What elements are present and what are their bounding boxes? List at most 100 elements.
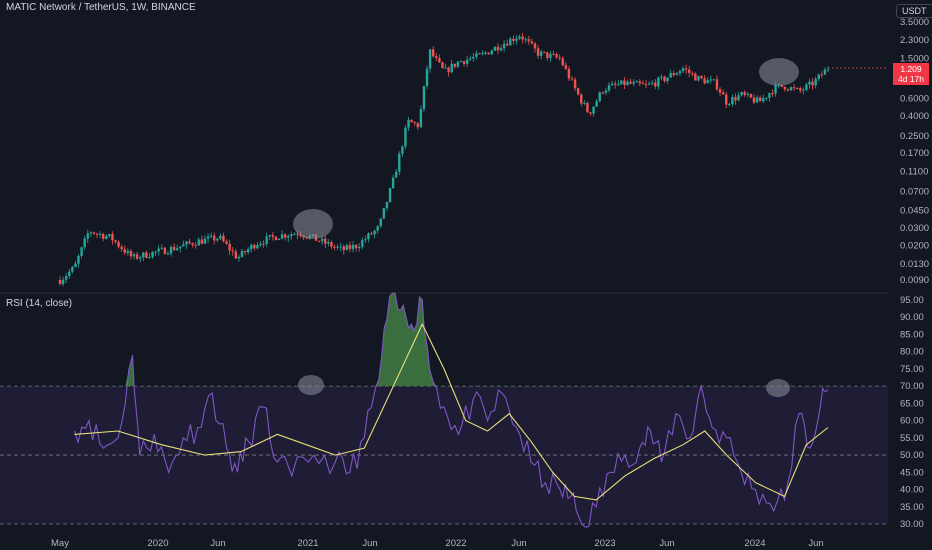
x-tick-label: 2020 bbox=[147, 538, 168, 549]
candle-body bbox=[820, 74, 824, 76]
candle-body bbox=[135, 254, 139, 259]
candle-body bbox=[524, 39, 527, 41]
candle-body bbox=[755, 97, 759, 103]
candle-body bbox=[771, 93, 774, 95]
candle-body bbox=[718, 89, 722, 93]
candle-body bbox=[243, 250, 247, 253]
candle-body bbox=[629, 81, 632, 84]
candle-body bbox=[101, 233, 105, 239]
candle-body bbox=[404, 127, 407, 147]
bar-countdown: 4d 17h bbox=[898, 74, 924, 84]
candle-body bbox=[752, 97, 756, 103]
candle-body bbox=[80, 247, 83, 256]
candle-body bbox=[475, 53, 478, 57]
candle-body bbox=[465, 59, 469, 64]
candle-body bbox=[416, 123, 419, 128]
candle-body bbox=[549, 53, 552, 58]
candle-body bbox=[487, 52, 490, 55]
candle-body bbox=[481, 52, 484, 54]
price-tick-label: 0.0130 bbox=[900, 259, 929, 270]
candle-body bbox=[694, 73, 697, 81]
candle-body bbox=[598, 92, 601, 102]
candle-body bbox=[811, 81, 814, 86]
candle-body bbox=[749, 93, 753, 98]
candle-body bbox=[234, 251, 238, 259]
candle-body bbox=[644, 83, 648, 85]
candle-body bbox=[432, 49, 435, 57]
candle-body bbox=[425, 68, 429, 86]
candle-body bbox=[456, 61, 460, 67]
candle-body bbox=[166, 253, 170, 255]
candle-body bbox=[428, 49, 432, 69]
candle-body bbox=[126, 250, 130, 253]
candle-body bbox=[182, 244, 185, 247]
candle-body bbox=[296, 233, 299, 235]
rsi-tick-label: 45.00 bbox=[900, 467, 924, 478]
candle-body bbox=[583, 102, 586, 104]
candle-body bbox=[407, 119, 410, 128]
candle-body bbox=[77, 255, 80, 264]
candle-body bbox=[265, 236, 268, 245]
candle-body bbox=[163, 247, 167, 255]
candle-body bbox=[515, 38, 518, 41]
candle-body bbox=[731, 97, 734, 105]
candle-body bbox=[225, 241, 228, 244]
candle-body bbox=[635, 81, 638, 83]
rsi-tick-label: 75.00 bbox=[900, 364, 924, 375]
candle-body bbox=[98, 233, 102, 235]
candle-body bbox=[638, 81, 642, 84]
candle-body bbox=[641, 83, 645, 85]
rsi-title: RSI (14, close) bbox=[6, 298, 73, 309]
candle-body bbox=[712, 79, 716, 81]
candle-body bbox=[663, 76, 666, 82]
candle-body bbox=[459, 61, 463, 63]
candle-body bbox=[706, 80, 709, 84]
candle-body bbox=[117, 241, 120, 247]
candle-body bbox=[364, 239, 367, 241]
rsi-tick-label: 85.00 bbox=[900, 329, 924, 340]
candle-body bbox=[231, 250, 234, 252]
candle-body bbox=[573, 79, 577, 89]
price-tick-label: 0.6000 bbox=[900, 93, 929, 104]
candle-body bbox=[826, 69, 830, 71]
candle-body bbox=[327, 242, 330, 244]
candle-body bbox=[228, 243, 231, 251]
candle-body bbox=[728, 104, 731, 106]
candle-body bbox=[795, 88, 799, 90]
candle-body bbox=[444, 67, 447, 69]
candle-body bbox=[351, 244, 355, 249]
candle-body bbox=[678, 71, 682, 74]
candle-body bbox=[222, 235, 225, 242]
x-tick-label: 2023 bbox=[594, 538, 615, 549]
symbol-title: MATIC Network / TetherUS, 1W, BINANCE bbox=[6, 2, 196, 13]
x-tick-label: 2022 bbox=[445, 538, 466, 549]
candle-body bbox=[715, 79, 719, 90]
rsi-tick-label: 60.00 bbox=[900, 416, 924, 427]
candle-body bbox=[509, 38, 512, 46]
candle-body bbox=[783, 86, 787, 90]
candle-body bbox=[74, 263, 77, 268]
candle-body bbox=[114, 240, 117, 242]
price-tick-label: 0.1700 bbox=[900, 148, 929, 159]
candle-body bbox=[564, 65, 568, 69]
candle-body bbox=[361, 240, 364, 247]
candle-body bbox=[376, 226, 379, 231]
candle-body bbox=[200, 239, 204, 244]
candle-body bbox=[271, 235, 275, 237]
candle-body bbox=[89, 232, 93, 234]
candle-body bbox=[169, 246, 173, 254]
candle-body bbox=[160, 247, 163, 249]
candle-body bbox=[530, 41, 534, 44]
candle-body bbox=[805, 84, 808, 90]
candle-body bbox=[206, 236, 210, 239]
candle-body bbox=[684, 68, 688, 70]
candle-body bbox=[823, 69, 827, 75]
candle-body bbox=[647, 83, 651, 85]
candle-body bbox=[589, 112, 592, 114]
candle-body bbox=[172, 246, 176, 251]
candle-body bbox=[580, 94, 583, 104]
candle-body bbox=[157, 248, 160, 252]
rsi-tick-label: 55.00 bbox=[900, 433, 924, 444]
candle-body bbox=[740, 92, 743, 96]
